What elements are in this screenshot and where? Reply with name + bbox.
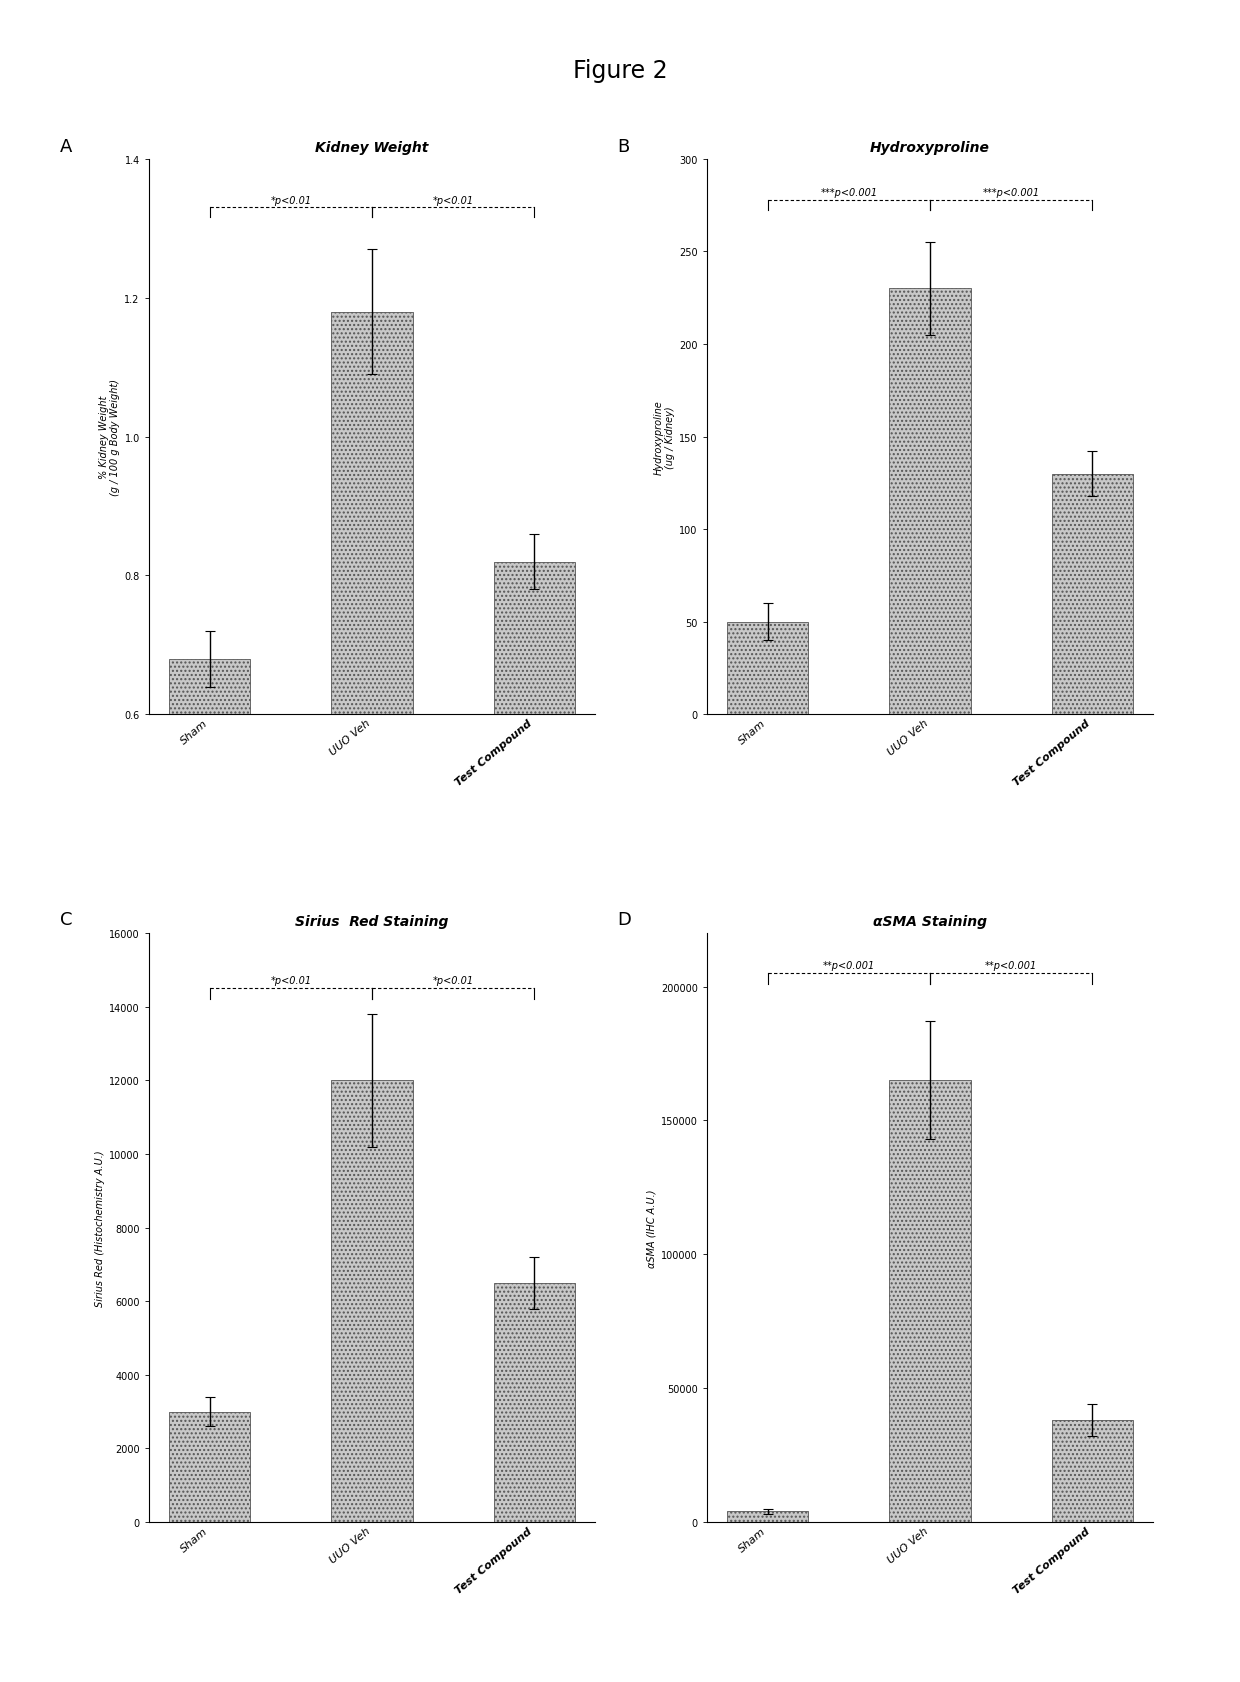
Text: **p<0.001: **p<0.001	[822, 960, 875, 971]
Bar	[169, 1411, 250, 1522]
Title: αSMA Staining: αSMA Staining	[873, 915, 987, 928]
Bar	[494, 562, 575, 1132]
Text: ***p<0.001: ***p<0.001	[982, 188, 1039, 198]
Bar	[889, 1082, 971, 1522]
Text: ***p<0.001: ***p<0.001	[821, 188, 878, 198]
Bar	[727, 622, 808, 715]
Text: D: D	[618, 910, 631, 928]
Bar	[727, 1512, 808, 1522]
Bar	[331, 1082, 413, 1522]
Y-axis label: % Kidney Weight
(g / 100 g Body Weight): % Kidney Weight (g / 100 g Body Weight)	[99, 378, 120, 496]
Bar	[494, 1283, 575, 1522]
Title: Sirius  Red Staining: Sirius Red Staining	[295, 915, 449, 928]
Text: *p<0.01: *p<0.01	[433, 976, 474, 986]
Bar	[169, 659, 250, 1132]
Text: **p<0.001: **p<0.001	[985, 960, 1038, 971]
Bar	[1052, 474, 1133, 715]
Text: *p<0.01: *p<0.01	[433, 195, 474, 205]
Text: A: A	[60, 138, 72, 155]
Bar	[331, 313, 413, 1132]
Title: Hydroxyproline: Hydroxyproline	[870, 141, 990, 155]
Title: Kidney Weight: Kidney Weight	[315, 141, 429, 155]
Y-axis label: Sirius Red (Histochemistry A.U.): Sirius Red (Histochemistry A.U.)	[94, 1149, 105, 1307]
Text: C: C	[60, 910, 72, 928]
Text: *p<0.01: *p<0.01	[270, 976, 311, 986]
Bar	[889, 289, 971, 715]
Y-axis label: Hydroxyproline
(ug / Kidney): Hydroxyproline (ug / Kidney)	[653, 400, 675, 474]
Y-axis label: αSMA (IHC A.U.): αSMA (IHC A.U.)	[647, 1189, 657, 1267]
Text: Figure 2: Figure 2	[573, 59, 667, 82]
Text: *p<0.01: *p<0.01	[270, 195, 311, 205]
Text: B: B	[618, 138, 630, 155]
Bar	[1052, 1421, 1133, 1522]
